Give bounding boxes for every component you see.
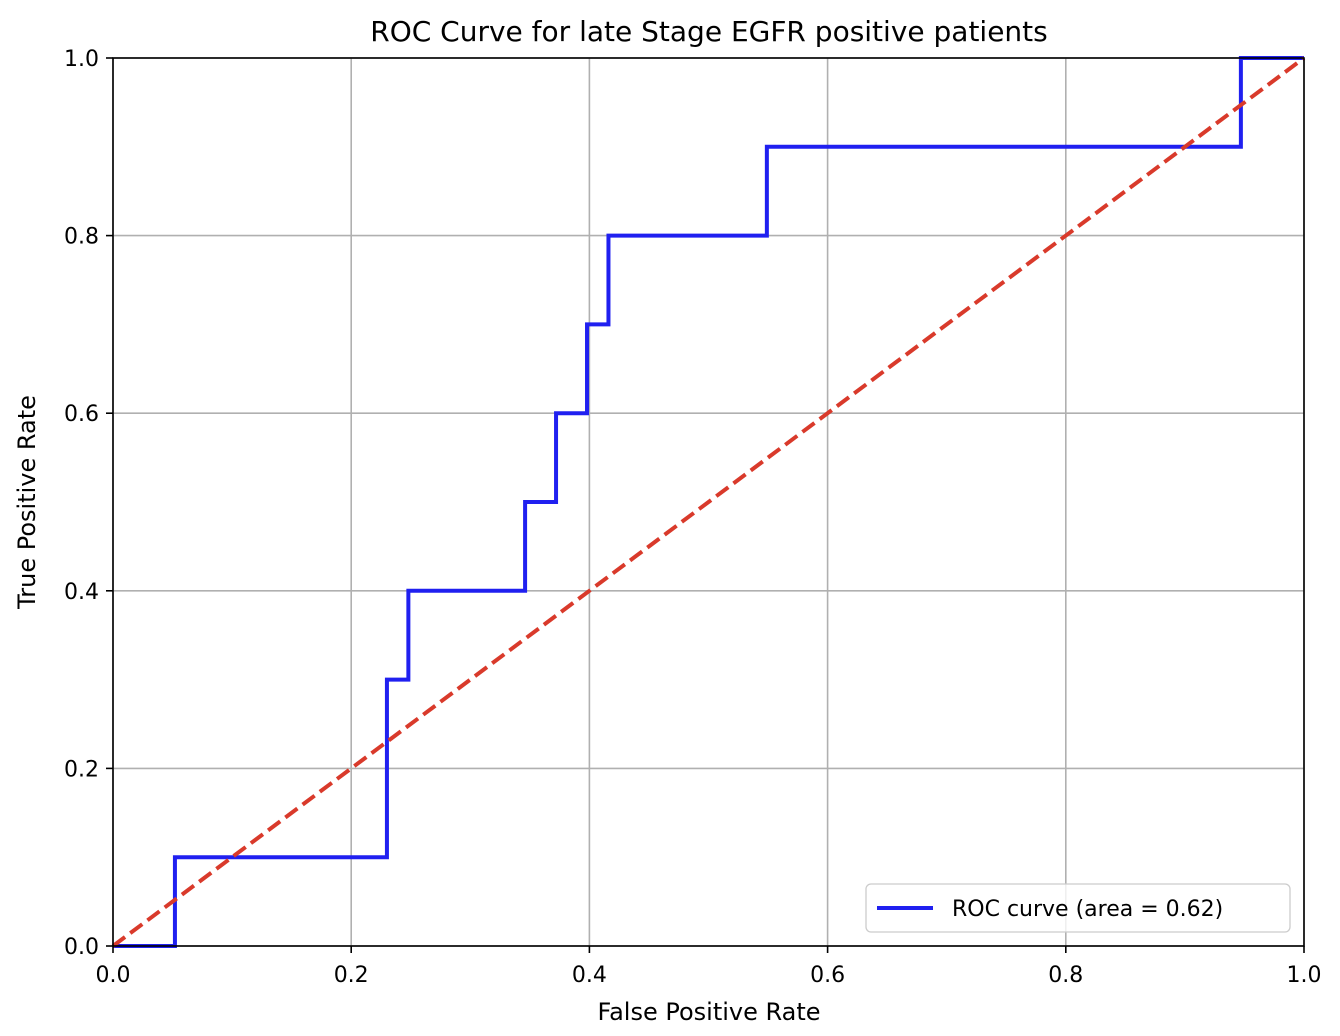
- y-axis-label: True Positive Rate: [13, 395, 41, 610]
- x-tick-label: 0.6: [810, 963, 845, 988]
- x-tick-label: 0.0: [96, 963, 131, 988]
- x-tick-label: 1.0: [1287, 963, 1322, 988]
- axis-ticks: 0.0 0.2 0.4 0.6 0.8 1.0 0.0 0.2 0.4 0.6 0.8 1.0: [64, 47, 1322, 988]
- y-tick-label: 0.6: [64, 402, 99, 427]
- series-layer: [111, 56, 1306, 948]
- chart-title: ROC Curve for late Stage EGFR positive p…: [370, 15, 1048, 48]
- plot-frame: [112, 57, 1305, 947]
- legend-label-roc-curve: ROC curve (area = 0.62): [952, 897, 1223, 922]
- x-tick-label: 0.8: [1048, 963, 1083, 988]
- roc-curve-line: [113, 56, 1304, 948]
- y-tick-label: 0.2: [64, 757, 99, 782]
- legend-box: [865, 883, 1291, 933]
- legend: ROC curve (area = 0.62): [865, 883, 1291, 933]
- x-axis-label: False Positive Rate: [597, 998, 820, 1026]
- y-tick-label: 0.0: [64, 935, 99, 960]
- x-tick-label: 0.4: [572, 963, 607, 988]
- y-tick-label: 1.0: [64, 47, 99, 72]
- y-tick-label: 0.4: [64, 580, 99, 605]
- diagonal-reference-line: [111, 56, 1306, 948]
- x-tick-label: 0.2: [334, 963, 369, 988]
- y-tick-label: 0.8: [64, 225, 99, 250]
